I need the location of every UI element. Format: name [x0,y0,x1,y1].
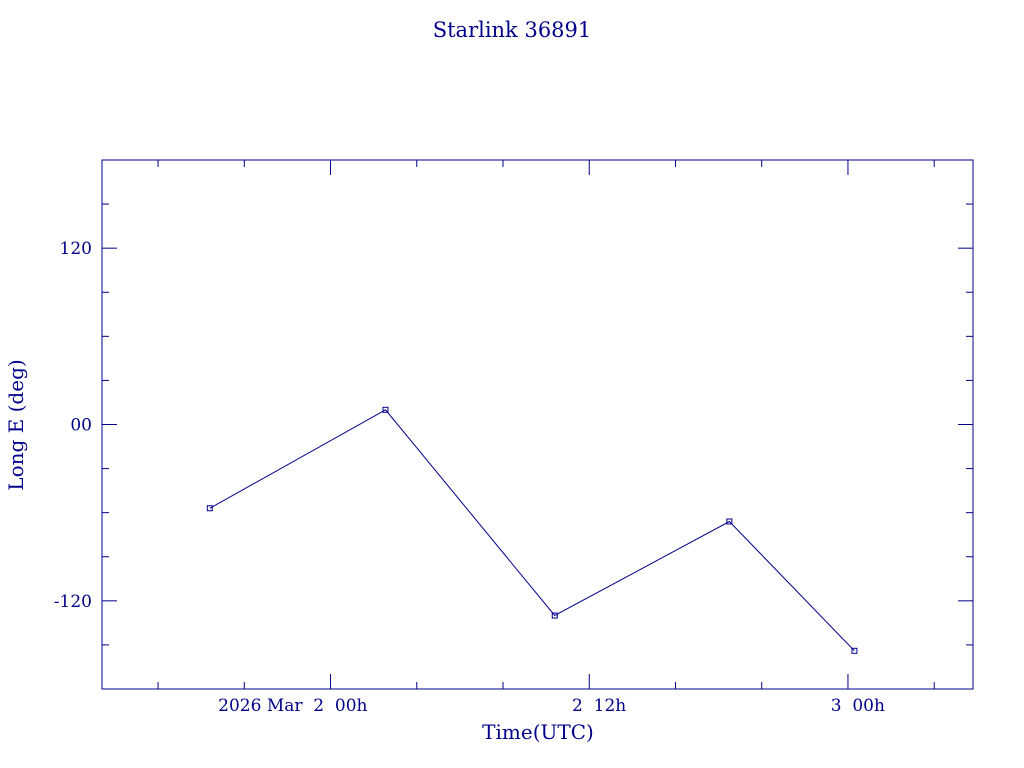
data-point-marker [551,612,558,619]
plot-frame [101,159,974,690]
y-axis-label: Long E (deg) [4,359,28,490]
y-tick-label: 120 [60,239,92,259]
x-tick-label: 3 00h [831,696,885,716]
series-line [209,409,855,652]
y-tick-label: 00 [70,416,92,436]
data-point-marker [206,505,213,512]
x-axis-label: Time(UTC) [482,720,594,744]
axis-ticks [102,160,973,689]
x-tick-labels: 2026 Mar 2 00h 2 12h 3 00h [218,696,885,716]
data-point-marker [382,406,389,413]
x-tick-label: 2 12h [572,696,626,716]
data-point-marker [726,518,733,525]
data-point-marker [851,647,858,654]
y-tick-labels: 120 00 -120 [54,239,92,612]
x-tick-label: 2026 Mar 2 00h [218,696,367,716]
series-markers [206,406,858,654]
y-tick-label: -120 [54,592,92,612]
chart-title: Starlink 36891 [433,18,592,42]
